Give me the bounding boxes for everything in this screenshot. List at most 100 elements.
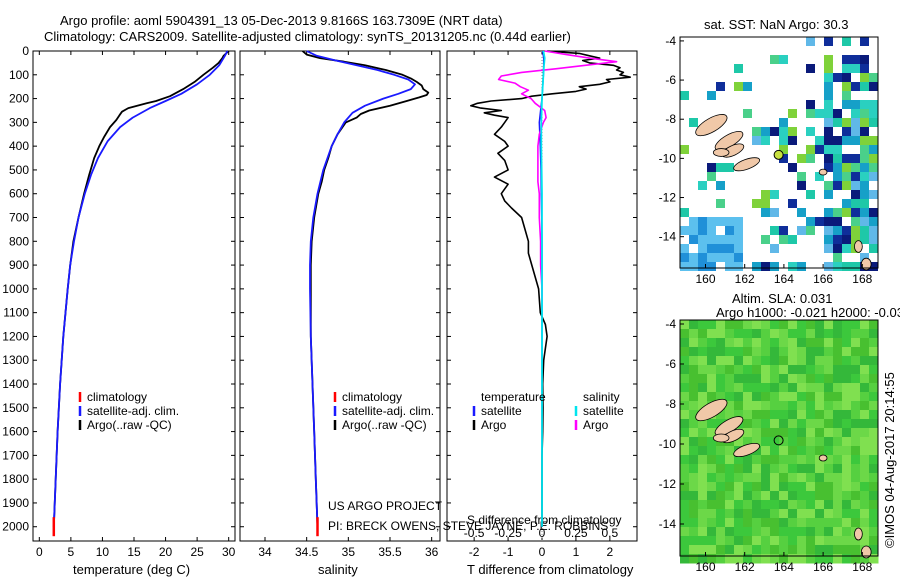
sla-cell xyxy=(779,338,789,348)
x-tick-label: 2 xyxy=(607,545,614,559)
sla-cell xyxy=(788,329,798,339)
sla-cell xyxy=(680,527,690,537)
sla-cell xyxy=(797,554,807,564)
sst-cell xyxy=(833,226,842,235)
lat-tick-label: -6 xyxy=(665,73,676,87)
island xyxy=(860,545,872,559)
sst-cell xyxy=(851,199,860,208)
sla-map-title: Altim. SLA: 0.031 xyxy=(732,291,833,306)
sla-cell xyxy=(680,518,690,528)
sla-cell xyxy=(752,464,762,474)
sst-cell xyxy=(752,136,761,145)
sla-cell xyxy=(815,320,825,330)
sla-cell xyxy=(806,527,816,537)
sla-cell xyxy=(761,329,771,339)
sla-cell xyxy=(779,554,789,564)
sst-cell xyxy=(788,127,797,136)
sla-cell xyxy=(797,509,807,519)
sst-cell xyxy=(869,190,878,199)
sla-cell xyxy=(716,554,726,564)
sla-cell xyxy=(851,509,861,519)
sla-cell xyxy=(860,455,870,465)
sla-cell xyxy=(689,392,699,402)
sst-cell xyxy=(869,226,878,235)
sla-cell xyxy=(680,473,690,483)
sla-cell xyxy=(716,536,726,546)
sla-cell xyxy=(806,392,816,402)
sla-cell xyxy=(851,437,861,447)
x-tick-label: -2 xyxy=(469,545,480,559)
sla-cell xyxy=(779,509,789,519)
sla-cell xyxy=(716,482,726,492)
x-tick-label: 35 xyxy=(342,545,356,559)
sla-cell xyxy=(788,338,798,348)
sst-cell xyxy=(779,55,788,64)
sst-cell xyxy=(860,37,869,46)
sla-cell xyxy=(869,455,879,465)
sla-cell xyxy=(824,536,834,546)
sla-cell xyxy=(860,473,870,483)
sla-cell xyxy=(752,473,762,483)
sla-cell xyxy=(698,374,708,384)
sst-cell xyxy=(860,100,869,109)
sla-cell xyxy=(851,536,861,546)
sla-cell xyxy=(860,527,870,537)
sla-cell xyxy=(833,356,843,366)
sla-cell xyxy=(779,464,789,474)
sst-cell xyxy=(833,244,842,253)
sla-cell xyxy=(815,554,825,564)
sst-cell xyxy=(824,100,833,109)
sst-cell xyxy=(824,145,833,154)
sla-cell xyxy=(869,509,879,519)
depth-tick-label: 700 xyxy=(9,211,29,225)
x-tick-label: 35.5 xyxy=(378,545,402,559)
sla-cell xyxy=(860,338,870,348)
lat-tick-label: -10 xyxy=(659,437,677,451)
sst-cell xyxy=(716,235,725,244)
sla-cell xyxy=(734,482,744,492)
sla-cell xyxy=(716,320,726,330)
sla-cell xyxy=(797,545,807,555)
sla-cell xyxy=(707,509,717,519)
sla-cell xyxy=(680,536,690,546)
sla-cell xyxy=(842,554,852,564)
sla-cell xyxy=(734,374,744,384)
sla-cell xyxy=(833,383,843,393)
sla-cell xyxy=(761,455,771,465)
sla-cell xyxy=(860,392,870,402)
sla-cell xyxy=(860,518,870,528)
sla-cell xyxy=(770,482,780,492)
sla-cell xyxy=(806,347,816,357)
sst-cell xyxy=(833,118,842,127)
sla-cell xyxy=(716,365,726,375)
sst-cell xyxy=(716,199,725,208)
sla-cell xyxy=(743,392,753,402)
sla-cell xyxy=(752,356,762,366)
sla-cell xyxy=(797,329,807,339)
sla-cell xyxy=(869,437,879,447)
sla-cell xyxy=(842,338,852,348)
sla-cell xyxy=(689,329,699,339)
sla-cell xyxy=(806,410,816,420)
sst-cell xyxy=(851,100,860,109)
sla-cell xyxy=(797,473,807,483)
legend-label: climatology xyxy=(87,390,147,404)
lat-tick-label: -14 xyxy=(659,517,677,531)
sla-cell xyxy=(824,437,834,447)
sla-cell xyxy=(815,374,825,384)
sla-cell xyxy=(743,491,753,501)
sla-cell xyxy=(779,482,789,492)
legend-label: satellite xyxy=(583,404,624,418)
sla-cell xyxy=(680,509,690,519)
sla-cell xyxy=(842,473,852,483)
sst-cell xyxy=(824,127,833,136)
sla-cell xyxy=(824,401,834,411)
sst-cell xyxy=(770,127,779,136)
sla-cell xyxy=(824,482,834,492)
sla-cell xyxy=(779,347,789,357)
sla-cell xyxy=(752,374,762,384)
sla-cell xyxy=(761,419,771,429)
sla-cell xyxy=(815,464,825,474)
sla-cell xyxy=(743,383,753,393)
